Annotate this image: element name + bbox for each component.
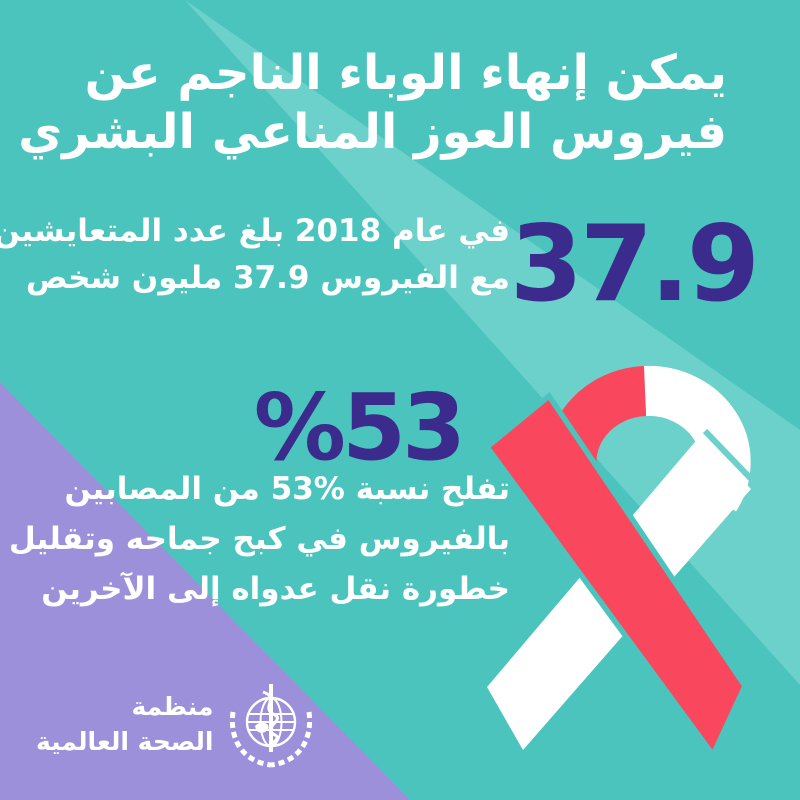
ribbon-fold-gap: [702, 428, 759, 487]
headline: يمكن إنهاء الوباء الناجم عن فيروس العوز …: [18, 44, 727, 161]
ribbon-white-loop: [643, 365, 751, 512]
stat-2018-description: في عام 2018 بلغ عدد المتعايشين مع الفيرو…: [0, 208, 510, 301]
who-logo: منظمة الصحة العالمية: [36, 678, 317, 770]
stat-2018-desc-line2: مع الفيروس 37.9 مليون شخص: [25, 259, 510, 296]
stat-53-value: %53: [253, 374, 466, 481]
who-org-name-line1: منظمة: [131, 692, 214, 721]
stat-53-desc-line2: بالفيروس في كبح جماحه وتقليل: [8, 520, 510, 557]
stat-53-description: تفلح نسبة %53 من المصابين بالفيروس في كب…: [9, 465, 510, 615]
stat-53-desc-line3: خطورة نقل عدواه إلى الآخرين: [41, 570, 510, 607]
who-emblem-icon: [230, 684, 313, 768]
who-org-name-line2: الصحة العالمية: [36, 727, 214, 756]
who-org-name: منظمة الصحة العالمية: [36, 689, 213, 759]
stat-2018-desc-line1: في عام 2018 بلغ عدد المتعايشين: [0, 213, 510, 249]
stat-2018-value: 37.9: [509, 203, 760, 325]
stat-53-desc-line1: تفلح نسبة %53 من المصابين: [64, 471, 510, 507]
ribbon-red-band: [483, 391, 749, 761]
headline-line1: يمكن إنهاء الوباء الناجم عن: [84, 45, 727, 101]
headline-line2: فيروس العوز المناعي البشري: [18, 103, 727, 160]
